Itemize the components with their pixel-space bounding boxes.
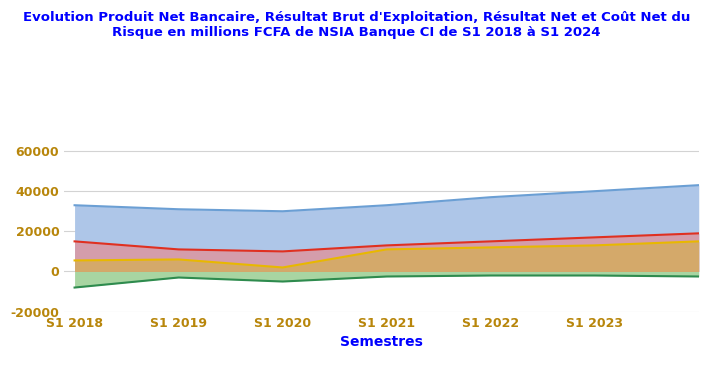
X-axis label: Semestres: Semestres (340, 335, 423, 349)
Text: Evolution Produit Net Bancaire, Résultat Brut d'Exploitation, Résultat Net et Co: Evolution Produit Net Bancaire, Résultat… (23, 11, 690, 39)
